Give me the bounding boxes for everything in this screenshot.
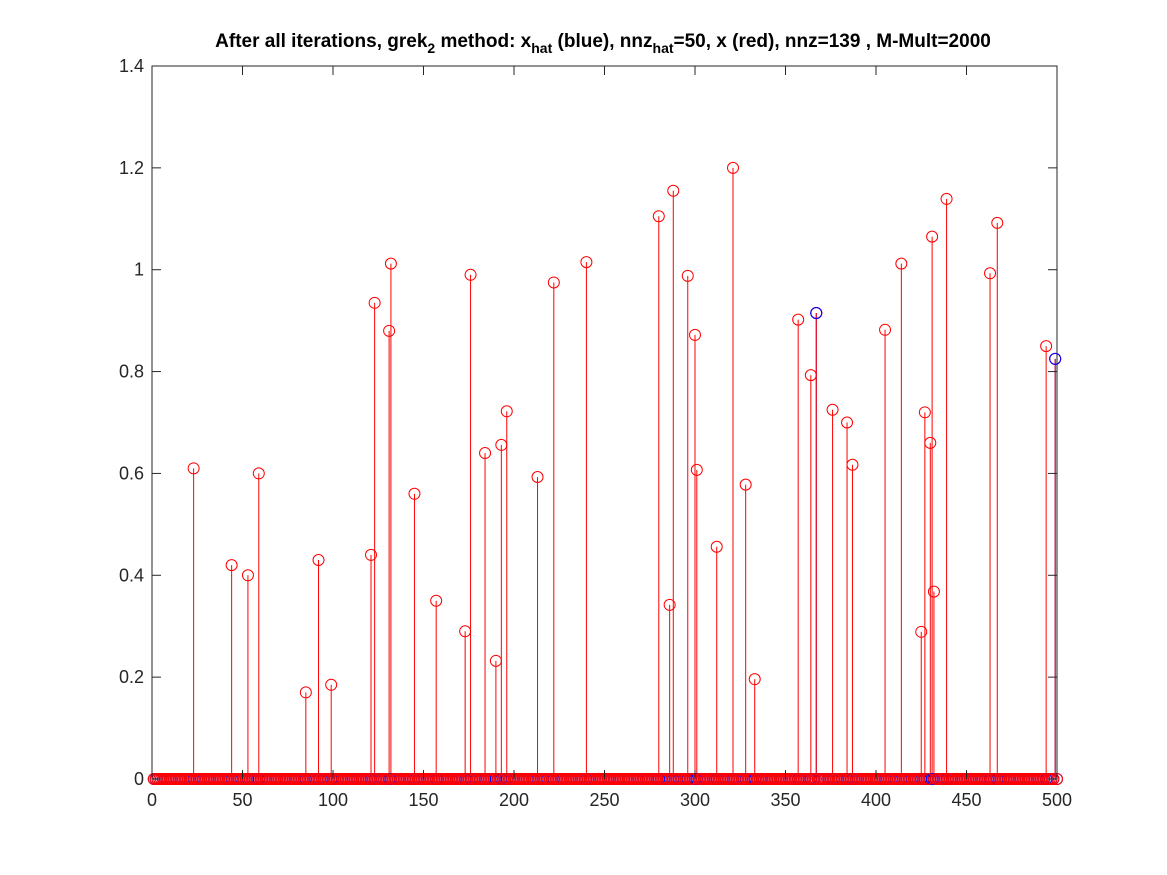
red-series-marker — [531, 470, 544, 483]
red-series-marker — [299, 686, 312, 699]
red-series-marker — [652, 210, 665, 223]
red-series-marker — [667, 184, 680, 197]
stems-layer — [153, 167, 1057, 780]
red-series-marker — [1040, 340, 1053, 353]
title-segment: method: x — [435, 31, 531, 52]
y-tick-label: 0.8 — [119, 362, 144, 382]
x-tick-label: 50 — [232, 790, 252, 810]
red-series-marker — [430, 594, 443, 607]
red-series-marker — [739, 478, 752, 491]
red-series-marker — [727, 161, 740, 174]
chart-title: After all iterations, grek2 method: xhat… — [215, 31, 991, 56]
red-series-marker — [187, 462, 200, 475]
markers-layer — [147, 161, 1063, 785]
x-tick-label: 350 — [770, 790, 800, 810]
x-tick-label: 250 — [589, 790, 619, 810]
red-series-marker — [489, 654, 502, 667]
red-series-marker — [846, 458, 859, 471]
y-tick-label: 1.4 — [119, 56, 144, 76]
red-series-marker — [547, 276, 560, 289]
red-series-marker — [926, 230, 939, 243]
red-series-marker — [895, 257, 908, 270]
red-series-marker — [384, 257, 397, 270]
red-series-marker — [826, 403, 839, 416]
red-series-marker — [748, 673, 761, 686]
y-tick-label: 1.2 — [119, 158, 144, 178]
y-tick-label: 1 — [134, 260, 144, 280]
red-series-marker — [383, 324, 396, 337]
red-series-marker — [241, 569, 254, 582]
red-series-marker — [312, 554, 325, 567]
title-segment: After all iterations, grek — [215, 31, 428, 52]
x-tick-label: 300 — [680, 790, 710, 810]
plot-area — [151, 65, 1058, 780]
red-series-marker — [408, 487, 421, 500]
red-series-marker — [225, 559, 238, 572]
red-series-marker — [1047, 773, 1060, 785]
x-tick-label: 400 — [861, 790, 891, 810]
red-series-marker — [690, 463, 703, 476]
title-segment: =50, x (red), nnz=139 , M-Mult=2000 — [674, 31, 991, 52]
red-series-marker — [368, 296, 381, 309]
red-series-marker — [663, 598, 676, 611]
x-tick-label: 150 — [408, 790, 438, 810]
red-series-marker — [792, 313, 805, 326]
x-axis-tick-labels: 0 50 100 150 200 250 300 350 400 450 500 — [147, 790, 1072, 810]
y-tick-label: 0 — [134, 769, 144, 789]
red-series-marker — [984, 267, 997, 280]
red-series-marker — [459, 625, 472, 638]
red-series-marker — [841, 416, 854, 429]
red-series-marker — [737, 773, 750, 785]
red-series-marker — [681, 269, 694, 282]
x-tick-label: 100 — [318, 790, 348, 810]
title-subscript: 2 — [427, 40, 435, 56]
blue-series-marker-highlight — [810, 307, 823, 320]
x-tick-label: 0 — [147, 790, 157, 810]
x-tick-label: 450 — [951, 790, 981, 810]
blue-series-marker-highlight — [1049, 352, 1062, 365]
red-series-marker — [500, 405, 513, 418]
red-series-marker — [940, 192, 953, 205]
red-series-marker — [804, 369, 817, 382]
red-series-marker — [991, 216, 1004, 229]
x-tick-label: 500 — [1042, 790, 1072, 810]
red-series-marker — [580, 256, 593, 269]
title-subscript: hat — [653, 40, 674, 56]
red-series-marker — [710, 540, 723, 553]
title-segment: (blue), nnz — [552, 31, 652, 52]
y-tick-label: 0.2 — [119, 667, 144, 687]
red-series-marker — [917, 773, 930, 785]
red-series-marker — [918, 406, 931, 419]
title-subscript: hat — [531, 40, 552, 56]
red-series-marker — [879, 323, 892, 336]
red-series-marker — [495, 438, 508, 451]
ticks-layer — [151, 65, 1058, 780]
y-tick-label: 0.4 — [119, 565, 144, 585]
red-series-marker — [365, 548, 378, 561]
red-series-marker — [479, 447, 492, 460]
red-series-marker — [252, 467, 265, 480]
red-series-marker — [689, 328, 701, 341]
y-tick-label: 0.6 — [119, 463, 144, 483]
red-series-marker — [915, 625, 928, 638]
red-series-marker — [927, 585, 940, 598]
x-tick-label: 200 — [499, 790, 529, 810]
red-series-marker — [913, 773, 926, 785]
red-series-marker — [924, 436, 937, 449]
red-series-marker — [464, 268, 477, 281]
red-series-marker — [679, 773, 692, 785]
red-series-marker — [325, 678, 338, 691]
y-axis-tick-labels: 0 0.2 0.4 0.6 0.8 1 1.2 1.4 — [119, 56, 144, 789]
